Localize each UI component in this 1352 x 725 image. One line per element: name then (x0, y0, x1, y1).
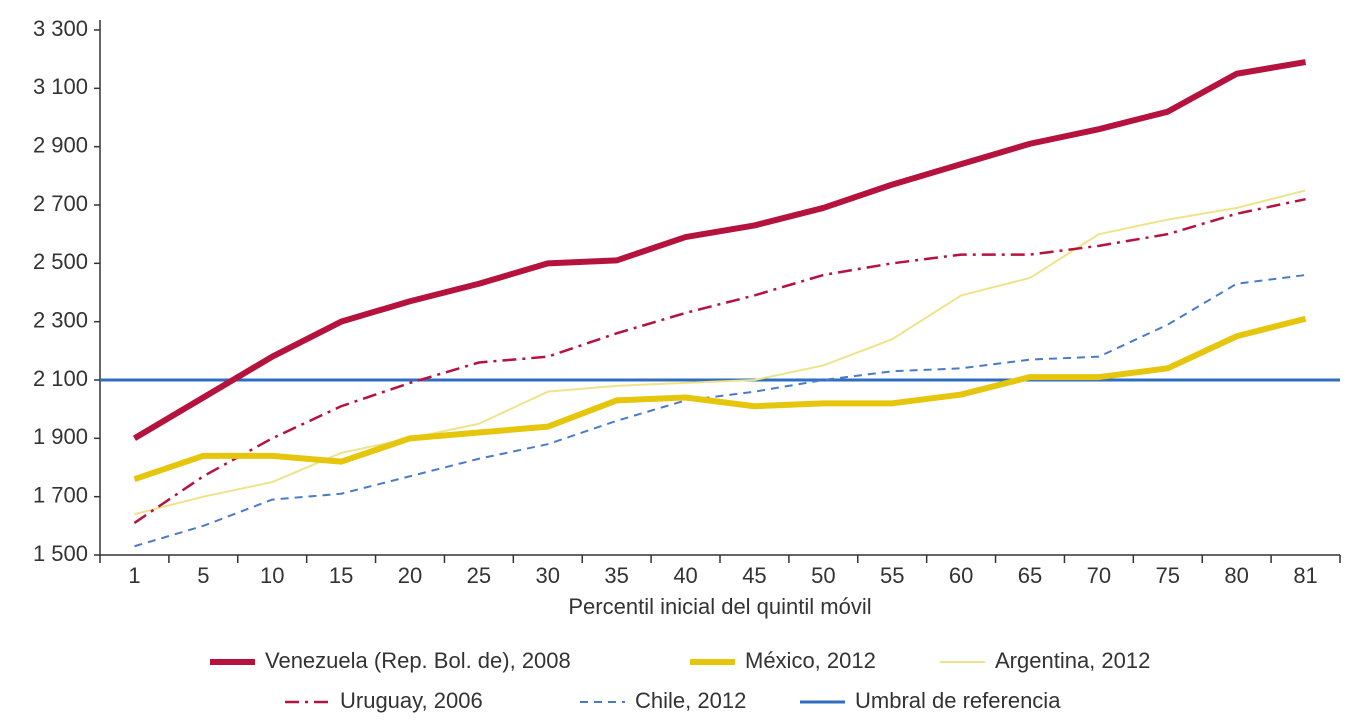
x-tick-label: 20 (398, 563, 422, 588)
y-tick-label: 1 900 (33, 424, 88, 449)
x-tick-label: 45 (742, 563, 766, 588)
y-tick-label: 2 700 (33, 191, 88, 216)
y-tick-label: 1 500 (33, 541, 88, 566)
x-tick-label: 15 (329, 563, 353, 588)
y-tick-label: 3 300 (33, 16, 88, 41)
x-tick-label: 25 (467, 563, 491, 588)
x-tick-label: 60 (949, 563, 973, 588)
x-tick-label: 1 (128, 563, 140, 588)
x-tick-label: 10 (260, 563, 284, 588)
legend-label: Venezuela (Rep. Bol. de), 2008 (265, 648, 571, 673)
y-tick-label: 1 700 (33, 482, 88, 507)
series-line (134, 189, 1306, 516)
x-tick-label: 70 (1087, 563, 1111, 588)
series-line (134, 274, 1306, 548)
y-tick-label: 2 900 (33, 132, 88, 157)
series-line (133, 315, 1307, 483)
y-tick-label: 3 100 (33, 74, 88, 99)
x-tick-label: 80 (1224, 563, 1248, 588)
x-tick-label: 75 (1156, 563, 1180, 588)
y-tick-label: 2 500 (33, 249, 88, 274)
x-tick-label: 40 (673, 563, 697, 588)
x-tick-label: 50 (811, 563, 835, 588)
x-tick-label: 30 (536, 563, 560, 588)
series-line (132, 59, 1307, 441)
y-tick-label: 2 300 (33, 307, 88, 332)
series-line (133, 197, 1306, 524)
x-tick-label: 65 (1018, 563, 1042, 588)
x-axis-label: Percentil inicial del quintil móvil (568, 594, 871, 619)
x-tick-label: 81 (1293, 563, 1317, 588)
legend-label: Argentina, 2012 (995, 648, 1150, 673)
y-tick-label: 2 100 (33, 366, 88, 391)
x-tick-label: 55 (880, 563, 904, 588)
legend-label: Chile, 2012 (635, 688, 746, 713)
x-tick-label: 35 (604, 563, 628, 588)
legend-label: México, 2012 (745, 648, 876, 673)
x-tick-label: 5 (197, 563, 209, 588)
legend-label: Umbral de referencia (855, 688, 1061, 713)
legend-label: Uruguay, 2006 (340, 688, 483, 713)
